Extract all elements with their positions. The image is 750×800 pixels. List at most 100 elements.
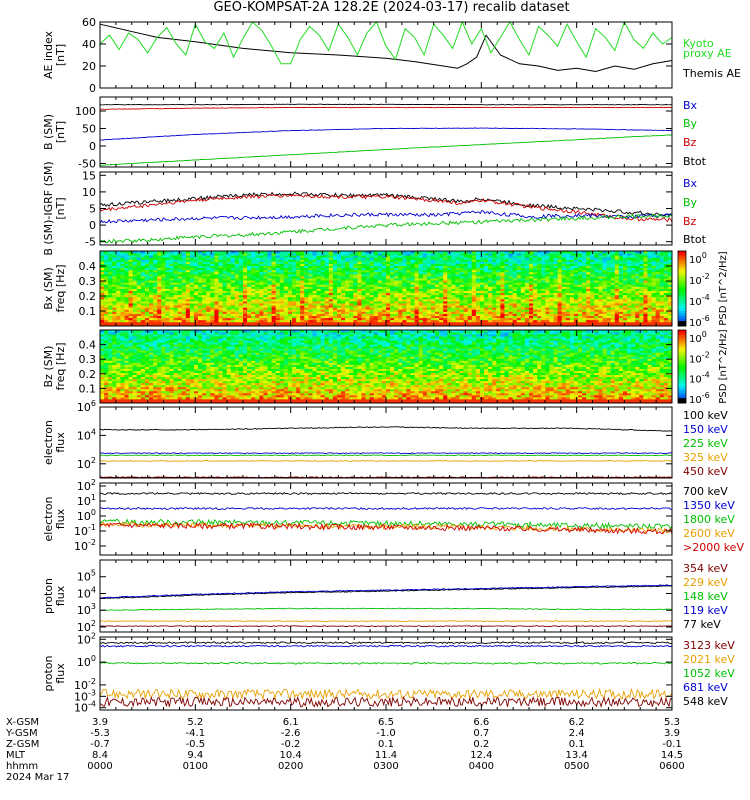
y-tick-label: 60 <box>82 16 96 29</box>
legend-entry: 3123 keV <box>683 639 735 652</box>
ephemeris-value: -0.5 <box>186 739 206 750</box>
series-bz <box>99 193 673 223</box>
ephemeris-value: -5.3 <box>90 728 110 739</box>
y-tick-label: 100 <box>77 654 96 669</box>
ephemeris-value: 0000 <box>87 761 112 772</box>
series-1800-kev <box>99 518 673 531</box>
ephemeris-value: 0.7 <box>473 728 489 739</box>
legend-entry: 1052 keV <box>683 667 735 680</box>
spectrogram-specx <box>100 251 673 327</box>
y-tick-label: 50 <box>82 123 96 136</box>
y-tick-label: 100 <box>75 105 96 118</box>
y-tick-label: 10-2 <box>74 538 96 553</box>
y-axis-label: flux <box>54 432 67 453</box>
y-axis-bigrf: -5 0 5 10 15 <box>82 169 672 249</box>
y-tick-label: 10 <box>82 186 96 199</box>
panel-specx: 100 10-2 10-4 10-6 PSD [nT^2/Hz] 0.1 0.2 0.3 0.4… <box>42 250 729 329</box>
legend-entry: Btot <box>683 155 707 168</box>
y-axis-bsm: -50 0 50 100 <box>75 105 672 171</box>
ephemeris-value: 6.5 <box>378 717 394 728</box>
y-axis-label: freq [Hz] <box>54 342 67 390</box>
y-axis-label: B (SM) <box>42 114 55 150</box>
y-axis-label: proton <box>42 655 55 691</box>
ephemeris-value: -1.0 <box>376 728 396 739</box>
legend-entry: By <box>683 196 698 209</box>
ephemeris-value: 11.4 <box>375 750 397 761</box>
ephemeris-value: 12.4 <box>470 750 492 761</box>
y-tick-label: 101 <box>77 493 96 508</box>
y-axis-label: flux <box>54 585 67 606</box>
colorbar-label: PSD [nT^2/Hz] <box>718 251 729 325</box>
legend-entry: Themis AE <box>682 67 741 80</box>
ephemeris-value: 0.1 <box>378 739 394 750</box>
ephemeris-row-label: MLT <box>6 750 26 761</box>
y-tick-label: 102 <box>77 631 96 646</box>
ephemeris-value: 5.3 <box>664 717 680 728</box>
legend-entry: 2600 keV <box>683 527 735 540</box>
series-325-kev <box>99 459 673 462</box>
legend-entry: 150 keV <box>683 423 728 436</box>
legend-entry: 1800 keV <box>683 513 735 526</box>
legend-entry: 100 keV <box>683 409 728 422</box>
colorbar-tick: 10-6 <box>689 314 710 329</box>
y-tick-label: 0 <box>89 140 96 153</box>
y-tick-label: 0 <box>89 82 96 95</box>
legend-bsm: Bx By Bz Btot <box>683 99 707 168</box>
ephemeris-row-label: X-GSM <box>6 717 39 728</box>
legend-entry: By <box>683 117 698 130</box>
ephemeris-row-label: hhmm <box>6 761 38 772</box>
y-tick-label: -5 <box>85 236 96 249</box>
series-119-kev <box>99 584 673 599</box>
ephemeris-value: 13.4 <box>566 750 588 761</box>
y-tick-label: 20 <box>82 60 96 73</box>
y-tick-label: 105 <box>77 569 96 584</box>
ephemeris-value: 5.2 <box>187 717 203 728</box>
legend-entry: Bz <box>683 136 697 149</box>
panel-bsm: Bx By Bz Btot -50 0 50 100 B (SM) [nT] <box>42 96 707 171</box>
series-btot <box>99 103 673 106</box>
series--2000-kev <box>99 522 673 535</box>
colorbar-tick: 100 <box>689 330 707 345</box>
y-axis-label: [nT] <box>54 44 67 66</box>
ephemeris-value: 0.1 <box>569 739 585 750</box>
series-148-kev <box>100 607 673 611</box>
panel-specz: 100 10-2 10-4 10-6 PSD [nT^2/Hz] 0.10.2 0.30.4… <box>42 329 729 406</box>
ephemeris-value: 0600 <box>659 761 684 772</box>
y-tick-label: 0.3 <box>79 275 97 288</box>
ephemeris-value: 3.9 <box>664 728 680 739</box>
y-axis-specx: 0.1 0.2 0.3 0.4 <box>79 260 672 318</box>
legend-entry: 325 keV <box>683 451 728 464</box>
y-tick-label: 0.2 <box>79 290 97 303</box>
series-bx <box>99 127 673 141</box>
y-tick-label: 0.1 <box>79 305 97 318</box>
y-axis-label: flux <box>54 663 67 684</box>
y-axis-label: [nT] <box>54 197 67 219</box>
panel-frame <box>99 406 673 479</box>
series-1052-kev <box>99 661 673 665</box>
series-themis-ae <box>99 23 673 73</box>
series-btot <box>99 191 673 217</box>
series-681-kev <box>99 644 673 648</box>
y-axis-label: B (SM)-IGRF (SM) <box>42 161 55 255</box>
ephemeris-row-label: 2024 Mar 17 <box>6 772 69 783</box>
legend-entry: Bz <box>683 215 697 228</box>
legend-entry: >2000 keV <box>683 541 744 554</box>
legend-entry: 700 keV <box>683 485 728 498</box>
colorbar-tick: 10-2 <box>689 350 710 365</box>
y-axis-label: flux <box>54 508 67 529</box>
y-tick-label: 104 <box>77 585 96 600</box>
legend-entry: 77 keV <box>683 618 721 631</box>
ephemeris-value: 9.4 <box>187 750 203 761</box>
legend-entry: 1350 keV <box>683 499 735 512</box>
y-tick-label: 0.4 <box>79 260 97 273</box>
y-tick-label: 0.3 <box>79 353 97 366</box>
